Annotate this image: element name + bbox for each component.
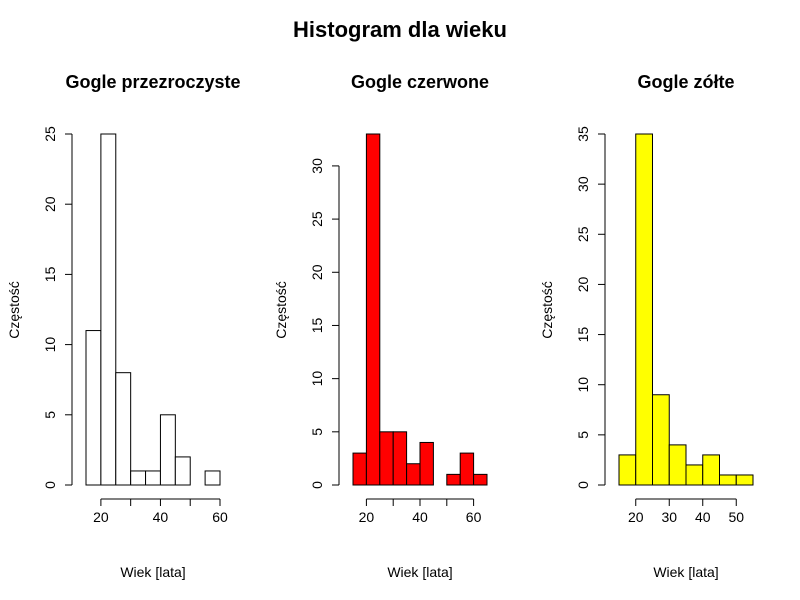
x-tick-label: 20 xyxy=(359,509,375,525)
histogram-bar xyxy=(652,394,670,486)
y-axis-label: Częstość xyxy=(273,281,289,339)
histogram-bar xyxy=(365,133,381,486)
histogram-bar xyxy=(145,470,161,486)
histogram-bar xyxy=(668,444,687,486)
y-tick-label: 0 xyxy=(575,481,591,489)
x-axis-label: Wiek [lata] xyxy=(387,564,452,580)
y-tick-label: 10 xyxy=(575,377,591,393)
x-tick-label: 50 xyxy=(728,509,744,525)
x-tick-label: 60 xyxy=(466,509,482,525)
y-tick-label: 30 xyxy=(309,158,325,174)
x-axis-label: Wiek [lata] xyxy=(653,564,718,580)
y-tick-label: 15 xyxy=(309,317,325,333)
y-tick-label: 25 xyxy=(42,126,58,142)
histogram-bar xyxy=(446,473,461,486)
panel-title: Gogle czerwone xyxy=(351,72,489,92)
panel-3: Gogle zółte 0 5 10 15 20 25 30 35 20 30 40 50 Wiek [l… xyxy=(539,72,754,580)
histogram-bar xyxy=(392,431,408,486)
x-tick-label: 40 xyxy=(412,509,428,525)
y-tick-label: 5 xyxy=(575,431,591,439)
histogram-bar xyxy=(473,473,488,486)
panel-title: Gogle przezroczyste xyxy=(65,72,240,92)
histogram-bar xyxy=(174,456,191,486)
histogram-bar xyxy=(719,474,737,486)
y-tick-label: 15 xyxy=(42,266,58,282)
y-tick-label: 20 xyxy=(309,264,325,280)
y-tick-label: 5 xyxy=(42,411,58,419)
histogram-bar xyxy=(459,452,475,486)
y-tick-label: 5 xyxy=(309,428,325,436)
histogram-bar xyxy=(702,454,720,486)
x-tick-label: 40 xyxy=(153,509,169,525)
histogram-bar xyxy=(406,463,421,486)
histogram-bar xyxy=(735,474,754,486)
y-tick-label: 0 xyxy=(309,481,325,489)
histogram-bar xyxy=(685,464,704,486)
y-tick-label: 30 xyxy=(575,176,591,192)
x-tick-label: 30 xyxy=(661,509,677,525)
histogram-bar xyxy=(419,441,434,486)
y-tick-label: 25 xyxy=(575,226,591,242)
panel-1: Gogle przezroczyste 0 5 10 15 20 25 20 40 60 Wiek … xyxy=(6,72,241,580)
panel-title: Gogle zółte xyxy=(637,72,734,92)
histogram-bar xyxy=(635,133,653,486)
x-tick-label: 60 xyxy=(212,509,228,525)
histogram-bar xyxy=(115,372,132,486)
histogram-bar xyxy=(159,414,176,486)
x-tick-label: 20 xyxy=(93,509,109,525)
x-axis-label: Wiek [lata] xyxy=(120,564,185,580)
x-tick-label: 20 xyxy=(628,509,644,525)
y-tick-label: 10 xyxy=(309,371,325,387)
y-tick-label: 25 xyxy=(309,211,325,227)
y-tick-label: 15 xyxy=(575,327,591,343)
y-axis-label: Częstość xyxy=(6,281,22,339)
histogram-bar xyxy=(204,470,221,486)
histogram-bar xyxy=(379,431,394,486)
y-tick-label: 10 xyxy=(42,337,58,353)
histogram-bar xyxy=(130,470,147,486)
panel-2: Gogle czerwone 0 5 10 15 20 25 30 20 40 60 Wiek [la… xyxy=(273,72,489,580)
y-tick-label: 35 xyxy=(575,126,591,142)
histogram-bar xyxy=(618,454,637,486)
y-tick-label: 0 xyxy=(42,481,58,489)
figure-title: Histogram dla wieku xyxy=(293,17,507,42)
y-tick-label: 20 xyxy=(575,276,591,292)
y-tick-label: 20 xyxy=(42,196,58,212)
y-axis-label: Częstość xyxy=(539,281,555,339)
histogram-bar xyxy=(352,452,367,486)
histogram-bar xyxy=(100,133,117,486)
x-tick-label: 40 xyxy=(695,509,711,525)
histogram-bar xyxy=(85,330,102,486)
